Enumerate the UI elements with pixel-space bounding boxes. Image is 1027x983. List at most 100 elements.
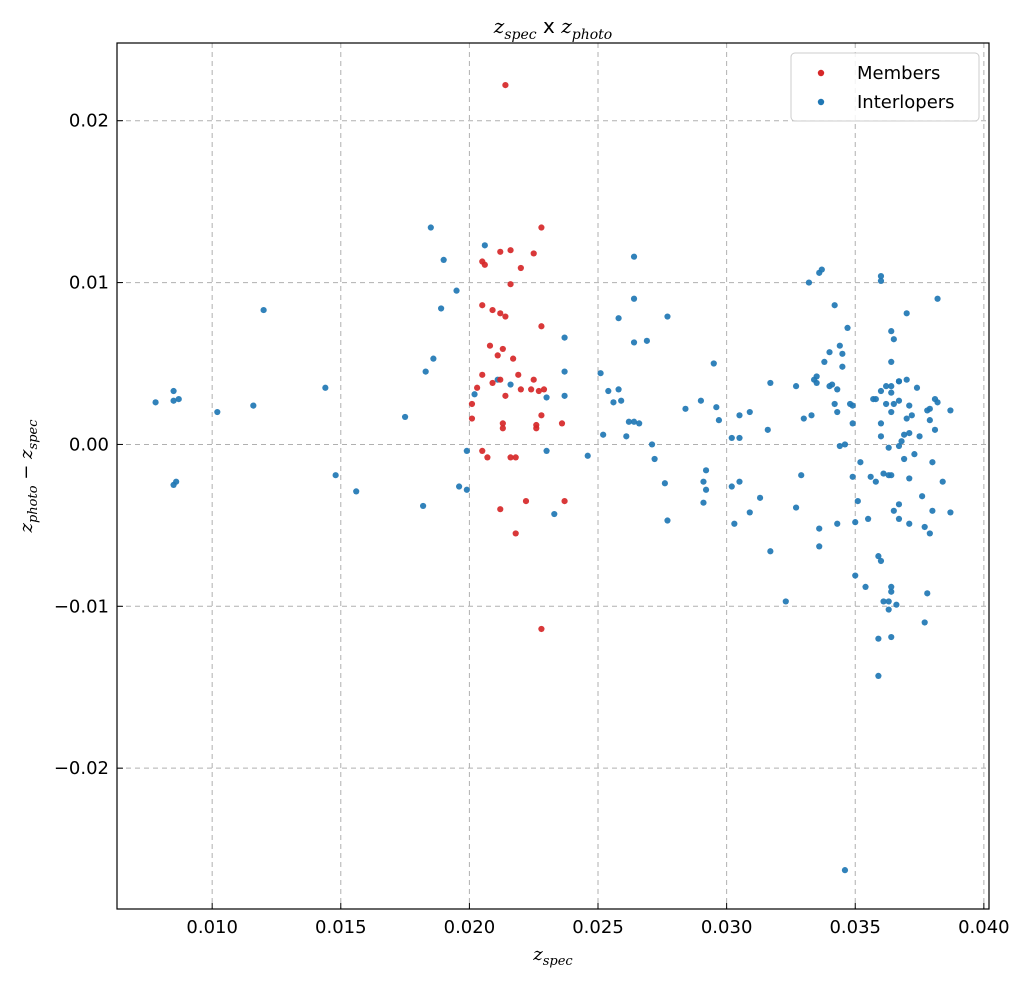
point-interlopers bbox=[895, 397, 903, 404]
point-interlopers bbox=[865, 515, 872, 523]
point-members bbox=[507, 247, 514, 254]
point-interlopers bbox=[857, 459, 864, 466]
point-interlopers bbox=[697, 397, 705, 404]
point-members bbox=[502, 313, 509, 320]
point-interlopers bbox=[877, 387, 885, 395]
point-interlopers bbox=[831, 400, 838, 408]
point-members bbox=[512, 454, 519, 461]
point-interlopers bbox=[888, 472, 895, 479]
point-interlopers bbox=[818, 266, 825, 273]
point-members bbox=[515, 371, 522, 378]
point-interlopers bbox=[813, 373, 820, 380]
point-interlopers bbox=[805, 279, 813, 286]
legend-marker-members bbox=[817, 69, 825, 77]
x-tick-label: 0.030 bbox=[701, 917, 753, 938]
point-interlopers bbox=[841, 441, 849, 448]
x-tick-label: 0.010 bbox=[186, 917, 238, 938]
point-interlopers bbox=[877, 433, 885, 440]
point-interlopers bbox=[834, 408, 841, 416]
point-interlopers bbox=[854, 497, 861, 505]
point-interlopers bbox=[890, 400, 897, 408]
point-interlopers bbox=[911, 451, 918, 458]
point-members bbox=[468, 415, 476, 422]
point-members bbox=[497, 506, 504, 513]
point-interlopers bbox=[664, 313, 671, 320]
point-interlopers bbox=[481, 242, 488, 249]
point-interlopers bbox=[798, 472, 805, 479]
point-interlopers bbox=[170, 387, 177, 395]
point-interlopers bbox=[926, 405, 933, 412]
point-members bbox=[489, 379, 496, 387]
x-tick-label: 0.020 bbox=[444, 917, 496, 938]
point-interlopers bbox=[173, 478, 180, 485]
point-interlopers bbox=[332, 472, 339, 479]
point-interlopers bbox=[828, 381, 836, 388]
point-interlopers bbox=[903, 415, 910, 422]
point-members bbox=[512, 530, 519, 537]
title-z-photo: z bbox=[560, 14, 572, 38]
point-interlopers bbox=[888, 633, 895, 641]
point-interlopers bbox=[551, 510, 558, 518]
point-interlopers bbox=[888, 389, 895, 396]
point-members bbox=[535, 387, 542, 395]
title-sub-photo: photo bbox=[572, 27, 612, 43]
point-interlopers bbox=[643, 337, 650, 344]
point-interlopers bbox=[816, 525, 823, 532]
x-axis-ticks: 0.010 0.015 0.020 0.025 0.030 0.035 0.040 bbox=[186, 903, 1010, 938]
legend-label-interlopers: Interlopers bbox=[857, 92, 955, 113]
point-interlopers bbox=[214, 408, 221, 416]
point-interlopers bbox=[401, 413, 409, 421]
point-interlopers bbox=[561, 392, 568, 399]
point-interlopers bbox=[901, 431, 908, 438]
point-interlopers bbox=[836, 342, 843, 349]
legend-marker-interlopers bbox=[817, 98, 825, 106]
point-members bbox=[486, 342, 494, 349]
point-interlopers bbox=[895, 501, 903, 508]
point-members bbox=[489, 306, 496, 314]
point-interlopers bbox=[929, 459, 936, 466]
point-interlopers bbox=[463, 486, 470, 493]
point-interlopers bbox=[877, 420, 885, 427]
point-interlopers bbox=[736, 412, 743, 419]
point-interlopers bbox=[630, 418, 638, 425]
point-interlopers bbox=[934, 295, 941, 302]
point-interlopers bbox=[664, 517, 671, 524]
legend-box bbox=[790, 52, 980, 122]
y-tick-label: 0.00 bbox=[69, 434, 109, 455]
point-interlopers bbox=[888, 588, 895, 595]
point-interlopers bbox=[661, 480, 668, 487]
y-tick-label: 0.01 bbox=[69, 273, 109, 294]
point-interlopers bbox=[463, 447, 470, 455]
x-tick-label: 0.040 bbox=[958, 917, 1010, 938]
point-interlopers bbox=[440, 256, 447, 263]
point-interlopers bbox=[322, 384, 329, 391]
point-members bbox=[538, 323, 545, 330]
point-interlopers bbox=[471, 391, 478, 398]
ylabel-z1: z bbox=[16, 523, 37, 534]
title-z-spec: z bbox=[493, 14, 505, 38]
point-interlopers bbox=[767, 379, 774, 387]
point-interlopers bbox=[888, 383, 895, 390]
point-interlopers bbox=[782, 598, 789, 605]
point-interlopers bbox=[913, 384, 921, 391]
point-interlopers bbox=[931, 426, 939, 433]
xlabel-z: z bbox=[532, 944, 543, 965]
x-tick-label: 0.015 bbox=[315, 917, 367, 938]
legend: Members Interlopers bbox=[790, 52, 980, 122]
point-interlopers bbox=[731, 520, 738, 527]
point-interlopers bbox=[713, 404, 720, 411]
point-interlopers bbox=[767, 548, 774, 555]
point-interlopers bbox=[844, 324, 851, 331]
point-members bbox=[494, 352, 501, 359]
point-members bbox=[479, 371, 486, 378]
point-interlopers bbox=[543, 394, 550, 401]
point-members bbox=[540, 386, 548, 393]
point-interlopers bbox=[883, 400, 890, 408]
point-interlopers bbox=[880, 598, 887, 605]
point-members bbox=[499, 345, 506, 353]
point-interlopers bbox=[728, 434, 735, 442]
point-interlopers bbox=[250, 402, 257, 409]
point-interlopers bbox=[507, 381, 514, 388]
point-members bbox=[499, 425, 506, 432]
